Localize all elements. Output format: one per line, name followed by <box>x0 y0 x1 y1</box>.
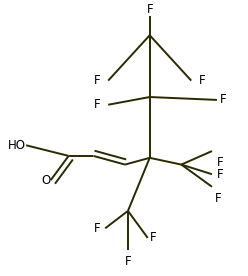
Text: F: F <box>150 232 157 245</box>
Text: F: F <box>199 74 205 87</box>
Text: F: F <box>125 255 131 268</box>
Text: F: F <box>217 156 223 169</box>
Text: O: O <box>42 174 51 187</box>
Text: F: F <box>219 93 226 107</box>
Text: F: F <box>146 3 153 16</box>
Text: F: F <box>94 222 100 235</box>
Text: F: F <box>215 192 221 205</box>
Text: F: F <box>217 168 223 181</box>
Text: HO: HO <box>8 139 26 152</box>
Text: F: F <box>94 98 101 111</box>
Text: F: F <box>94 74 101 87</box>
